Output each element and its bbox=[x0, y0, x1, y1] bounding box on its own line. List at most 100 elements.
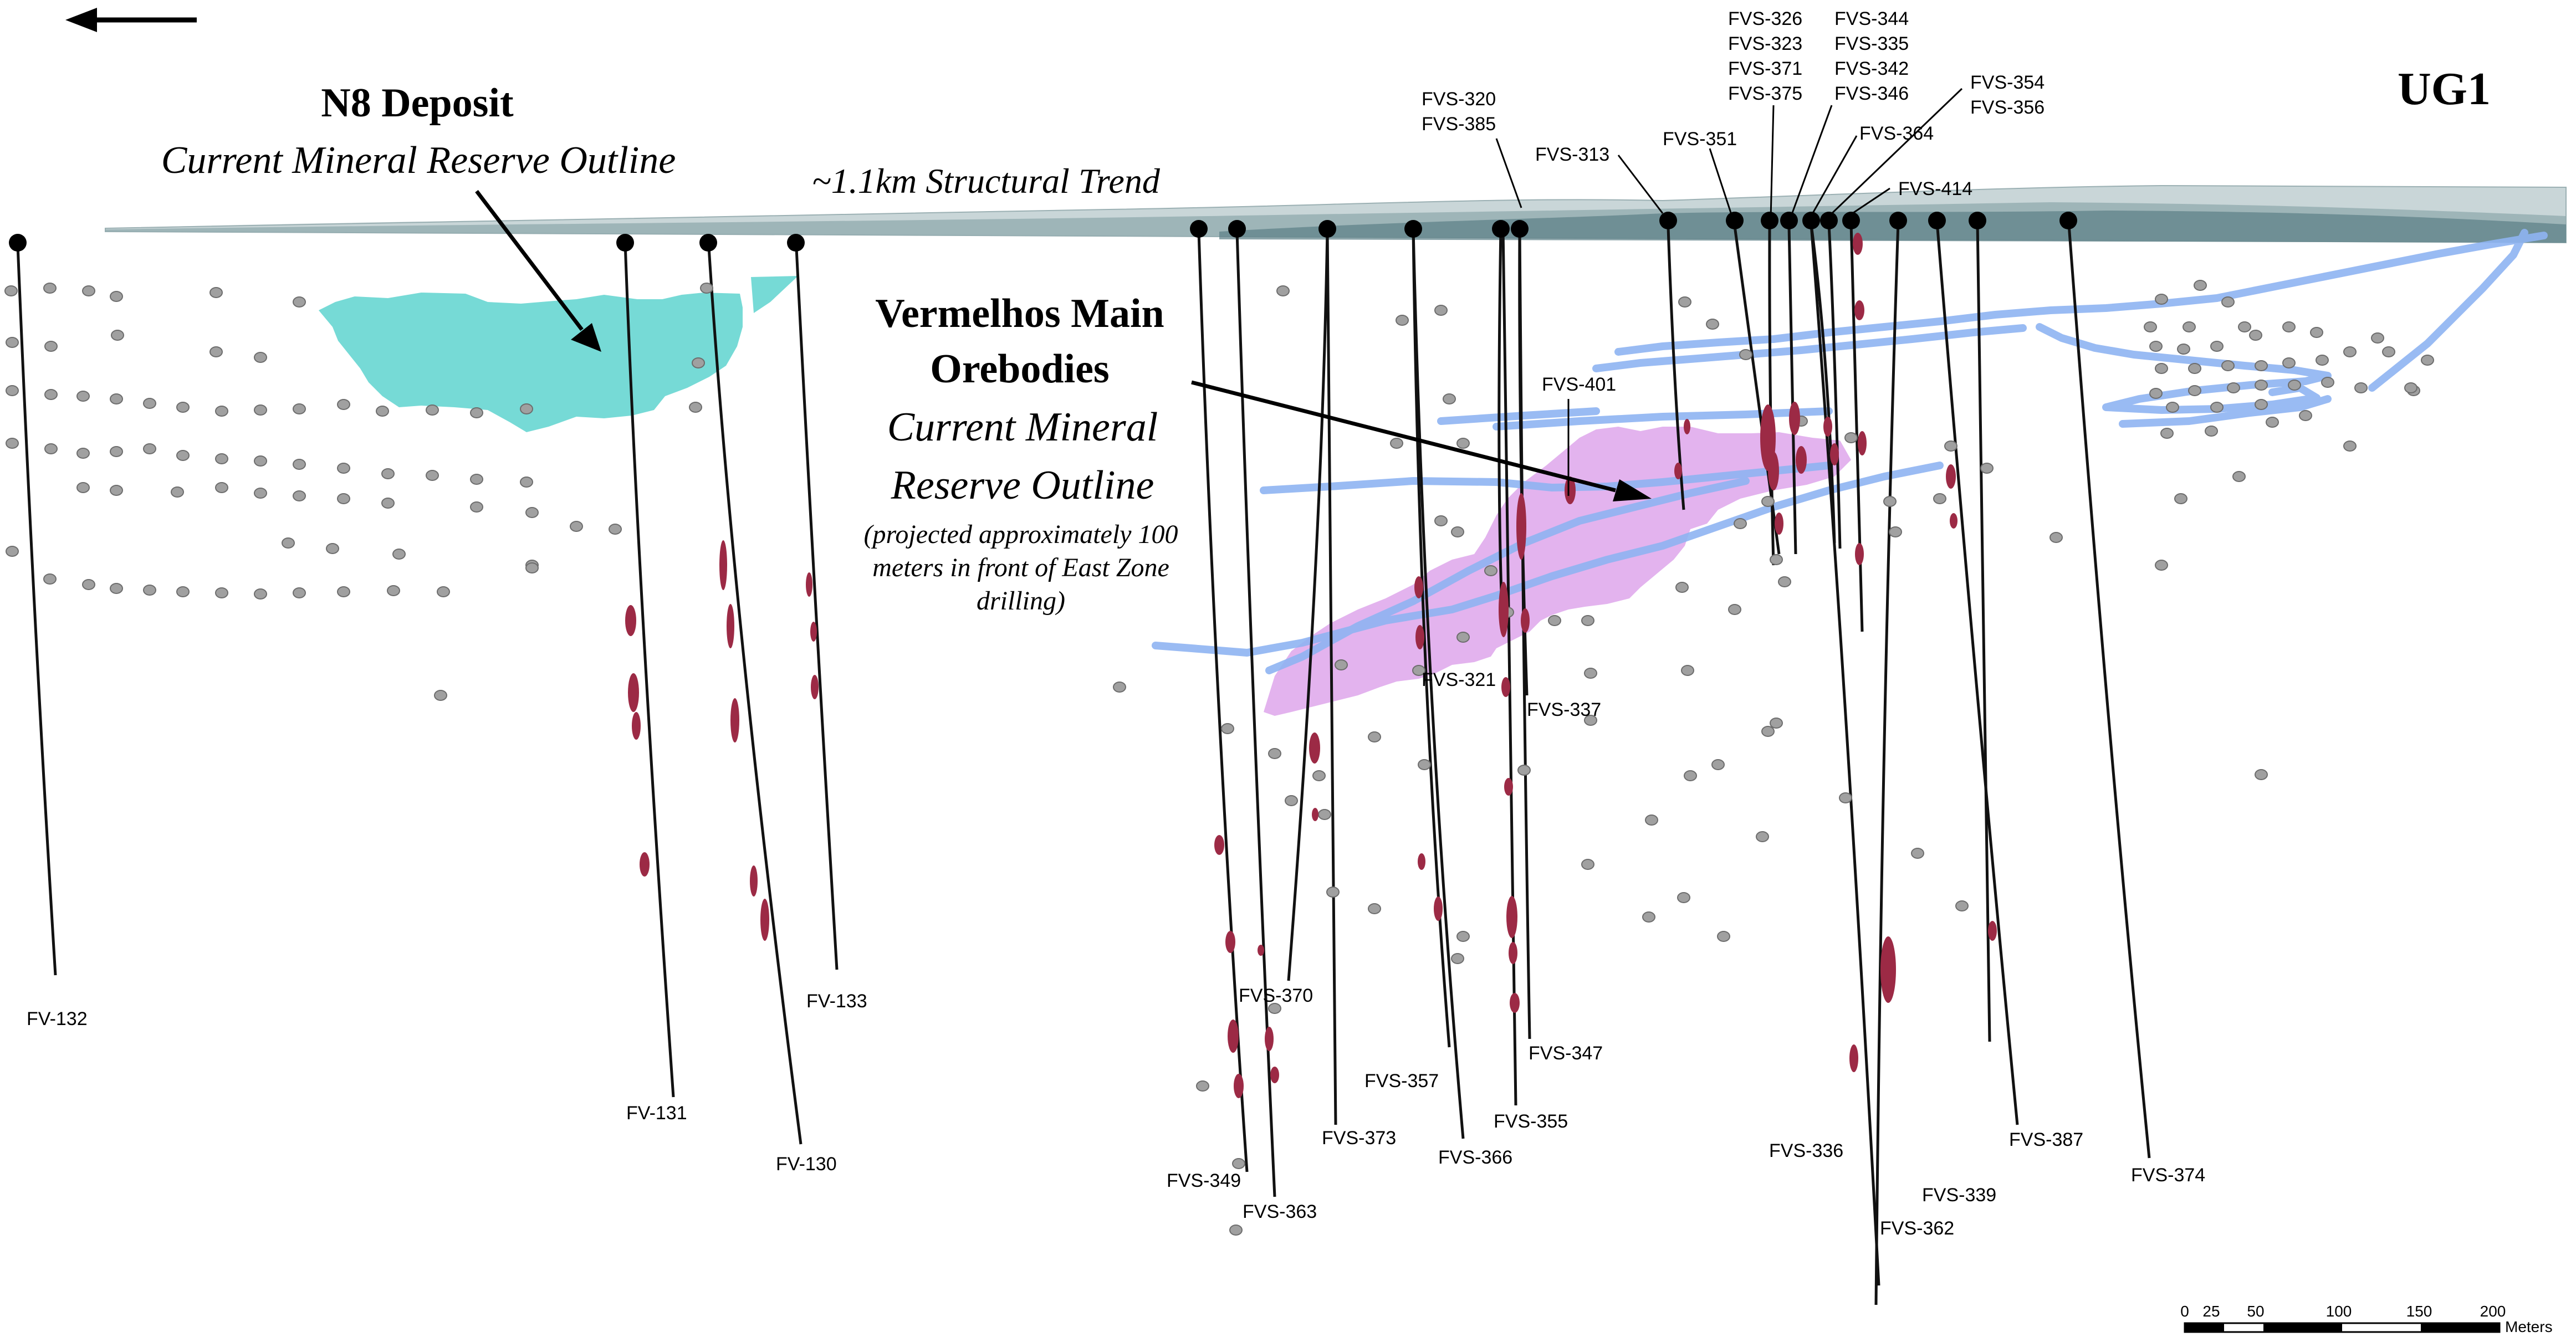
hole-label: FVS-337 bbox=[1527, 699, 1601, 720]
collar-point bbox=[699, 234, 717, 252]
mineralized-intercept bbox=[1415, 625, 1424, 649]
pierce-point bbox=[82, 579, 95, 590]
pierce-point bbox=[254, 352, 267, 363]
mineralized-intercept bbox=[811, 675, 819, 699]
collar-point bbox=[1511, 220, 1529, 238]
pierce-point bbox=[2282, 321, 2296, 332]
pierce-point bbox=[1456, 931, 1470, 942]
pierce-point bbox=[2288, 380, 2301, 391]
pierce-point bbox=[2188, 385, 2201, 396]
hole-label: FVS-401 bbox=[1542, 374, 1616, 395]
mineralized-intercept bbox=[1414, 576, 1423, 598]
hole-label: FVS-320 bbox=[1422, 89, 1496, 110]
pierce-point bbox=[1770, 718, 1783, 729]
pierce-point bbox=[2166, 402, 2179, 413]
mineralized-intercept bbox=[1849, 1044, 1858, 1072]
pierce-point bbox=[1770, 554, 1783, 565]
projection-note-line2: meters in front of East Zone bbox=[872, 553, 1169, 582]
mineralized-intercepts bbox=[625, 233, 1997, 1098]
pierce-point bbox=[2149, 341, 2163, 352]
mineralized-intercept bbox=[727, 604, 734, 648]
pierce-point bbox=[6, 438, 19, 449]
pierce-point bbox=[1335, 659, 1348, 670]
hole-label: FV-133 bbox=[806, 991, 867, 1012]
pierce-point bbox=[43, 283, 57, 294]
hole-label: FVS-336 bbox=[1769, 1140, 1843, 1161]
topographic-surface bbox=[105, 185, 2567, 244]
mineralized-intercept bbox=[1225, 931, 1235, 953]
n8-deposit-title: N8 Deposit bbox=[321, 80, 514, 126]
collar-point bbox=[1318, 220, 1336, 238]
pierce-point bbox=[2255, 360, 2268, 371]
pierce-point bbox=[1584, 715, 1597, 726]
drill-trace bbox=[1768, 226, 1775, 566]
hole-label: FVS-356 bbox=[1970, 97, 2045, 118]
collar-point bbox=[1842, 212, 1860, 229]
pierce-point bbox=[2221, 296, 2235, 308]
pierce-point bbox=[6, 546, 19, 557]
pierce-point bbox=[2238, 321, 2251, 332]
pierce-point bbox=[1642, 911, 1655, 923]
pierce-point bbox=[1839, 792, 1852, 803]
hole-label: FVS-374 bbox=[2131, 1165, 2205, 1186]
pierce-point bbox=[293, 459, 306, 470]
hole-label: FVS-362 bbox=[1880, 1218, 1954, 1239]
drill-trace bbox=[16, 244, 57, 976]
vermelhos-reserve-line1: Current Mineral bbox=[887, 404, 1158, 450]
pierce-point bbox=[176, 586, 190, 597]
pierce-point bbox=[2316, 355, 2329, 366]
drill-trace bbox=[707, 238, 803, 1145]
mineralized-intercept bbox=[1499, 582, 1509, 637]
scale-tick-label: 25 bbox=[2202, 1303, 2220, 1320]
mineralized-intercept bbox=[625, 605, 636, 636]
collar-point bbox=[1780, 212, 1798, 229]
pierce-point bbox=[2155, 363, 2168, 374]
scale-tick-label: 0 bbox=[2180, 1303, 2189, 1320]
pierce-point bbox=[1412, 665, 1425, 676]
hole-label: FVS-385 bbox=[1422, 114, 1496, 135]
scale-tick-label: 150 bbox=[2406, 1303, 2432, 1320]
pierce-point bbox=[1434, 305, 1448, 316]
pierce-point bbox=[2255, 399, 2268, 410]
pierce-point bbox=[143, 398, 156, 409]
pierce-point bbox=[1645, 815, 1658, 826]
pierce-point bbox=[6, 385, 19, 396]
pierce-point bbox=[437, 586, 450, 597]
pierce-point bbox=[215, 587, 228, 598]
pierce-point bbox=[337, 463, 350, 474]
pierce-point bbox=[376, 406, 389, 417]
collar-point bbox=[9, 234, 27, 252]
hole-label: FVS-349 bbox=[1167, 1170, 1241, 1191]
scale-bar: 0 25 50 100 150 200 Meters bbox=[2180, 1303, 2552, 1335]
pierce-point bbox=[1390, 438, 1403, 449]
pierce-point bbox=[176, 402, 190, 413]
projection-note-line3: drilling) bbox=[977, 586, 1065, 616]
hole-label: FVS-387 bbox=[2009, 1129, 2083, 1150]
mineralized-intercept bbox=[1854, 300, 1864, 320]
mineralized-intercept bbox=[1509, 942, 1517, 964]
pierce-point bbox=[2255, 380, 2268, 391]
pierce-point bbox=[293, 587, 306, 598]
pierce-point bbox=[326, 543, 339, 554]
pierce-point bbox=[1232, 1158, 1245, 1169]
pierce-point bbox=[110, 583, 123, 594]
hole-label: FVS-321 bbox=[1422, 669, 1496, 690]
pierce-point bbox=[215, 482, 228, 493]
hole-label: FVS-363 bbox=[1243, 1201, 1317, 1222]
drill-trace bbox=[1849, 222, 1864, 632]
pierce-point bbox=[1368, 903, 1381, 914]
pierce-point bbox=[1517, 765, 1531, 776]
pierce-point bbox=[110, 446, 123, 457]
hole-label: FV-132 bbox=[27, 1008, 88, 1029]
pierce-point bbox=[111, 330, 124, 341]
mineralized-intercept bbox=[1853, 233, 1863, 255]
pierce-point bbox=[1418, 759, 1431, 770]
hole-label: FV-130 bbox=[776, 1154, 837, 1175]
pierce-point bbox=[1451, 953, 1464, 964]
pierce-point bbox=[110, 485, 123, 496]
collar-point bbox=[1969, 212, 1986, 229]
collar-point bbox=[1802, 212, 1820, 229]
pierce-point bbox=[1285, 795, 1298, 806]
drill-hole-labels: FV-132 FV-131 FV-130 FV-133 FVS-349 FVS-… bbox=[27, 8, 2205, 1239]
pierce-point bbox=[1312, 770, 1326, 781]
